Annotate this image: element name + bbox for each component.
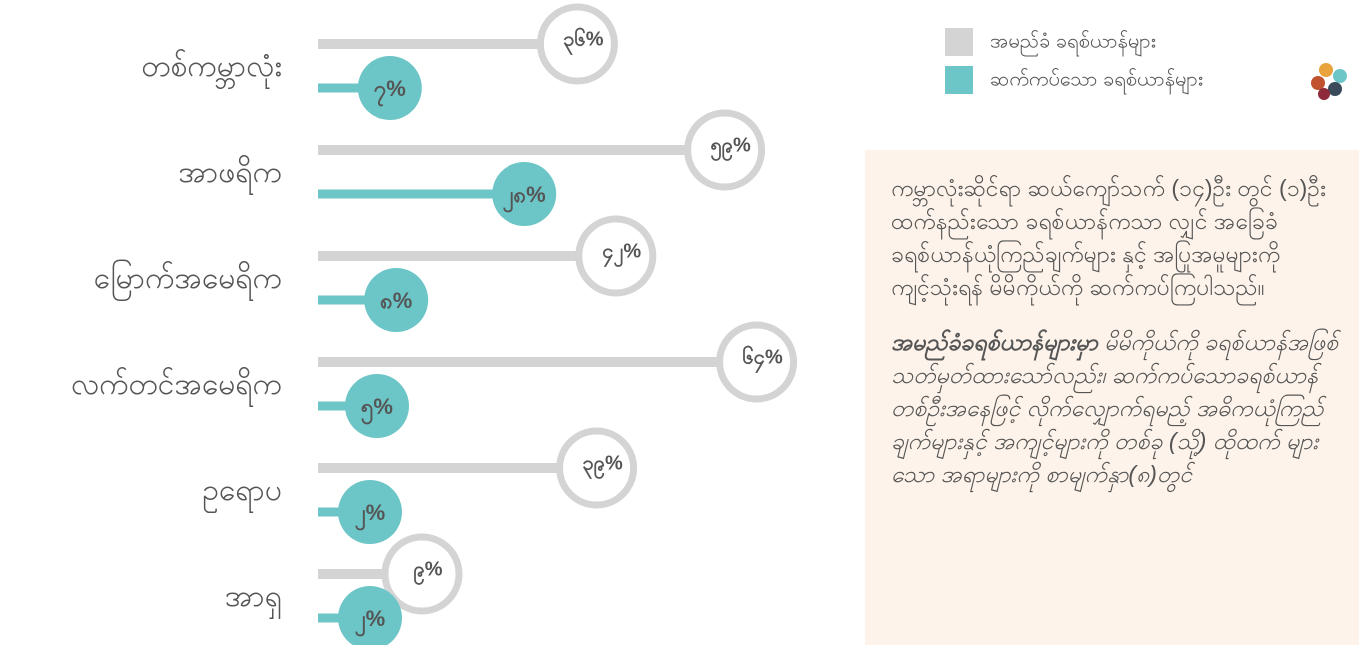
category-label: ဥရောပ bbox=[202, 474, 282, 514]
legend-label: ဆက်ကပ်သော ခရစ်ယာန်များ bbox=[990, 67, 1203, 94]
note-paragraph: အမည်ခံခရစ်ယာန်များမှာ မိမိကိုယ်ကို ခရစ်ယ… bbox=[891, 326, 1349, 491]
bar-end bbox=[381, 533, 463, 615]
bar-end bbox=[338, 586, 402, 645]
brand-icon bbox=[1311, 63, 1347, 100]
category-label: တစ်ကမ္ဘာလုံး bbox=[141, 49, 282, 90]
legend-swatch bbox=[945, 28, 973, 56]
category-label: လက်တင်အမေရိက bbox=[71, 367, 282, 408]
bar-end bbox=[345, 374, 409, 438]
category-label: အာဖရိက bbox=[178, 155, 282, 196]
bar-end bbox=[357, 56, 422, 120]
bar-end bbox=[575, 215, 657, 297]
bar-end bbox=[684, 109, 766, 191]
note-lead: အမည်ခံခရစ်ယာန်များမှာ bbox=[891, 329, 1098, 355]
bar-end bbox=[536, 3, 618, 85]
category-label: အာရှ bbox=[225, 580, 282, 620]
note-box: ကမ္ဘာလုံးဆိုင်ရာ ဆယ်ကျော်သက် (၁၄)ဦး တွင်… bbox=[865, 150, 1359, 645]
bar-end bbox=[338, 480, 402, 544]
note-paragraph: ကမ္ဘာလုံးဆိုင်ရာ ဆယ်ကျော်သက် (၁၄)ဦး တွင်… bbox=[891, 175, 1326, 300]
category-label: မြောက်အမေရိက bbox=[94, 259, 282, 302]
bar-end bbox=[556, 427, 638, 509]
legend-swatch bbox=[945, 66, 973, 94]
legend-label: အမည်ခံ ခရစ်ယာန်များ bbox=[990, 29, 1156, 56]
note-text: မိမိကိုယ်ကို ခရစ်ယာန်အဖြစ် သတ်မှတ်ထားသော… bbox=[891, 329, 1339, 487]
bar-end bbox=[716, 321, 798, 403]
value-label: ၈% bbox=[380, 288, 412, 313]
bar-end bbox=[364, 268, 429, 332]
bar-end bbox=[492, 162, 557, 226]
